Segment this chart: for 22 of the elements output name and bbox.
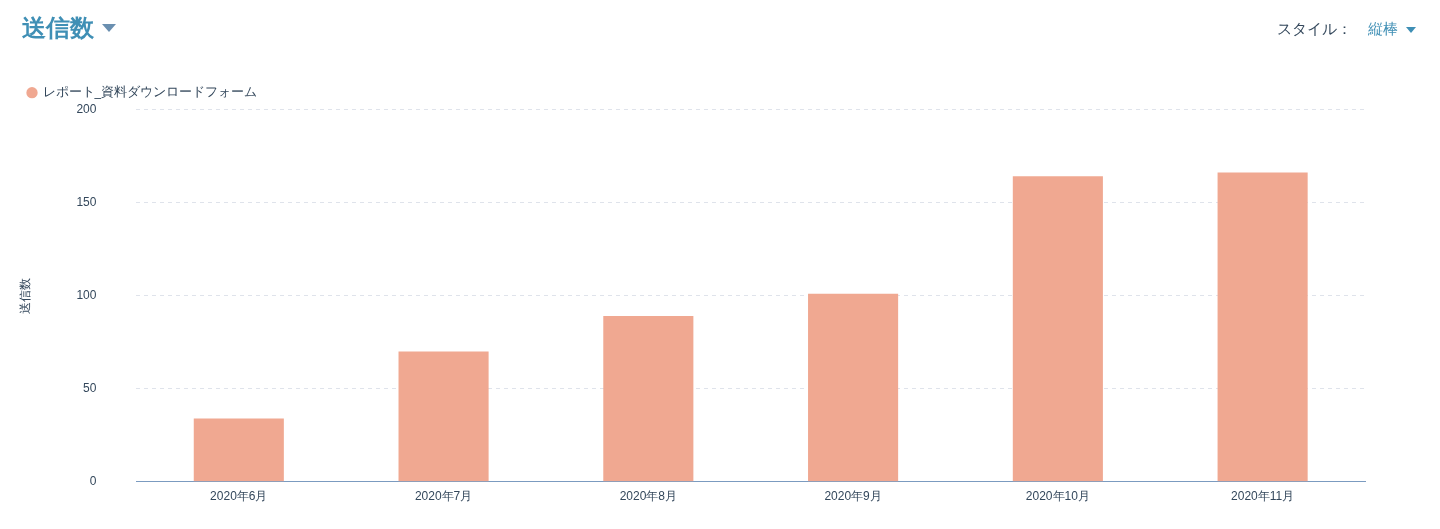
bar <box>808 293 899 482</box>
x-tick-label: 2020年8月 <box>619 489 678 504</box>
legend-label: レポート_資料ダウンロードフォーム <box>42 84 257 100</box>
y-tick-label: 200 <box>76 101 97 116</box>
x-tick-label: 2020年7月 <box>414 489 473 504</box>
x-tick-label: 2020年9月 <box>824 489 882 504</box>
bar <box>1217 172 1308 482</box>
text: 縦棒 <box>1368 20 1398 39</box>
y-tick-label: 150 <box>76 194 97 209</box>
bar <box>193 418 284 482</box>
x-tick-label: 2020年11月 <box>1231 489 1295 504</box>
bar <box>398 351 489 482</box>
y-tick-label: 0 <box>89 474 97 489</box>
chart-title: 送信数 <box>22 13 94 44</box>
text: スタイル： <box>1277 20 1352 39</box>
y-tick-label: 50 <box>83 380 97 395</box>
y-axis-title: 送信数 <box>17 277 32 314</box>
x-tick-label: 2020年6月 <box>210 489 268 504</box>
y-tick-label: 100 <box>76 287 97 302</box>
bar <box>1012 176 1103 482</box>
x-tick-label: 2020年10月 <box>1025 489 1090 504</box>
bar <box>603 315 694 482</box>
